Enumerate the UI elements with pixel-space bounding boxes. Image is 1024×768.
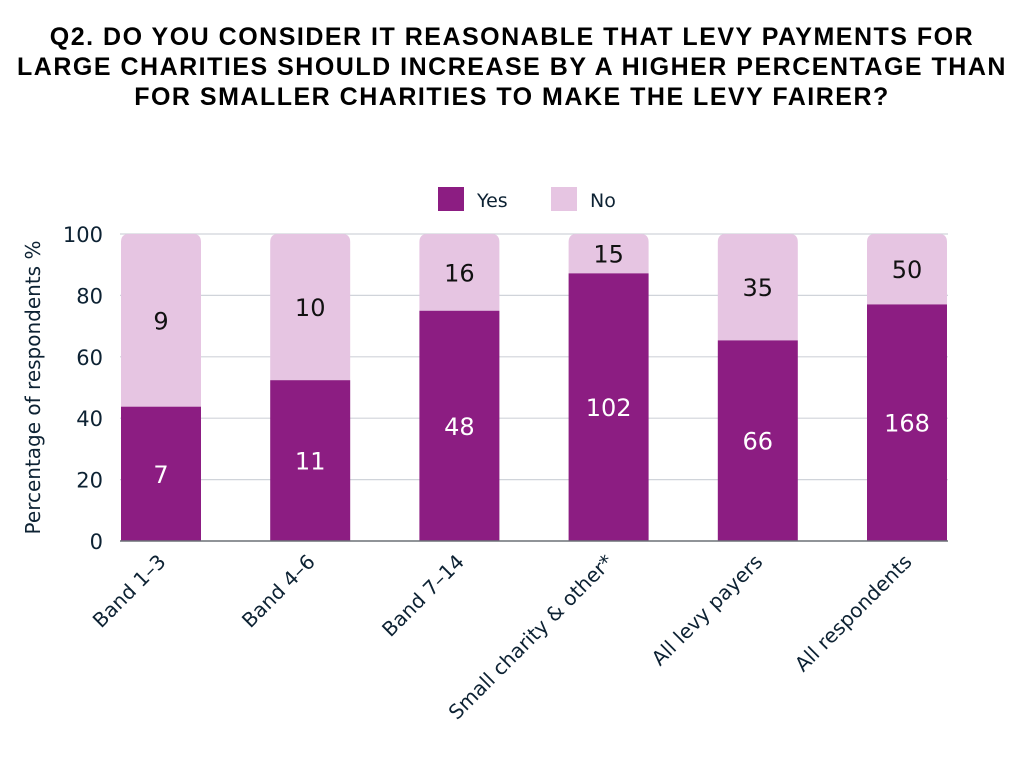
bar-no xyxy=(419,234,500,311)
legend-label-no: No xyxy=(590,190,616,212)
y-axis-label: Percentage of respondents % xyxy=(21,241,45,535)
x-tick-label: Small charity & other* xyxy=(444,550,619,725)
bar-no xyxy=(867,234,947,305)
x-tick-label: All levy payers xyxy=(647,550,768,671)
bar-yes xyxy=(717,340,798,541)
legend-swatch-yes xyxy=(438,187,464,211)
bar-yes xyxy=(270,380,351,541)
bar-yes xyxy=(867,304,947,541)
bar-yes xyxy=(121,406,201,541)
bar-no xyxy=(568,234,649,274)
y-tick-label: 80 xyxy=(76,284,103,308)
data-label-yes: 168 xyxy=(884,410,930,438)
x-tick-label: Band 4–6 xyxy=(237,550,320,633)
x-tick-label: Band 1–3 xyxy=(88,550,171,633)
bar-no xyxy=(270,234,351,381)
y-tick-label: 0 xyxy=(90,530,103,554)
y-tick-label: 60 xyxy=(76,346,103,370)
x-tick-label: Band 7–14 xyxy=(377,550,469,642)
y-tick-label: 20 xyxy=(76,469,103,493)
data-label-yes: 48 xyxy=(444,413,475,441)
x-tick-label: All respondents xyxy=(790,550,917,677)
data-label-yes: 7 xyxy=(153,461,168,489)
bar-yes xyxy=(568,273,649,541)
y-tick-label: 40 xyxy=(76,407,103,431)
data-label-no: 15 xyxy=(593,241,624,269)
bar-no xyxy=(121,234,201,407)
data-label-yes: 102 xyxy=(586,394,632,422)
data-label-yes: 11 xyxy=(295,448,326,476)
bar-yes xyxy=(419,310,500,541)
data-label-no: 50 xyxy=(892,256,923,284)
legend-swatch-no xyxy=(551,187,577,211)
legend-label-yes: Yes xyxy=(476,190,508,212)
chart-title: Q2. DO YOU CONSIDER IT REASONABLE THAT L… xyxy=(17,23,1007,111)
data-label-no: 10 xyxy=(295,294,326,322)
data-label-no: 35 xyxy=(743,274,774,302)
data-label-yes: 66 xyxy=(743,428,774,456)
y-tick-label: 100 xyxy=(63,223,103,247)
bar-no xyxy=(717,234,798,341)
data-label-no: 16 xyxy=(444,259,475,287)
data-label-no: 9 xyxy=(153,307,168,335)
